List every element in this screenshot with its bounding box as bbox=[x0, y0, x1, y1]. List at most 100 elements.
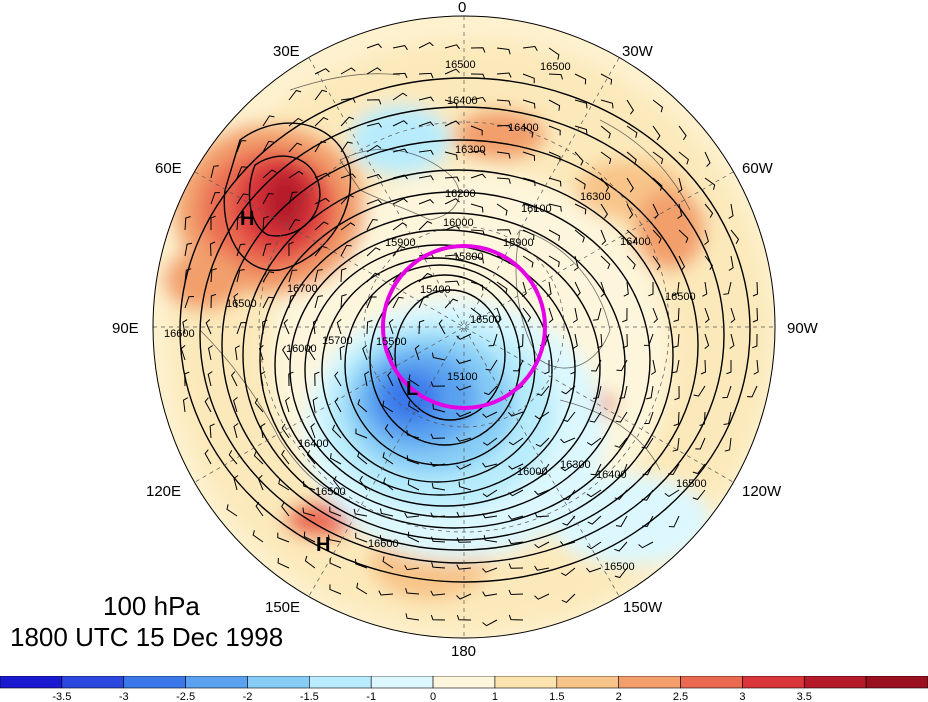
contour-label: 16200 bbox=[445, 188, 476, 200]
lon-label: 120E bbox=[146, 483, 181, 500]
wind-barb bbox=[548, 47, 560, 60]
contour-label: 15700 bbox=[322, 335, 353, 347]
wind-barb bbox=[444, 99, 458, 109]
contour-label: 16500 bbox=[540, 61, 571, 73]
wind-barb bbox=[590, 463, 602, 476]
wind-barb bbox=[355, 558, 368, 569]
wind-barb bbox=[431, 562, 446, 569]
wind-barb bbox=[652, 255, 661, 271]
wind-barb bbox=[614, 567, 628, 579]
colorbar-tick-label: 1.5 bbox=[549, 691, 564, 702]
wind-barb bbox=[384, 424, 394, 439]
wind-barb bbox=[534, 411, 550, 420]
wind-barb bbox=[366, 99, 382, 105]
wind-barb bbox=[677, 203, 683, 219]
wind-barb bbox=[205, 319, 212, 335]
wind-barb bbox=[378, 590, 394, 596]
wind-barb bbox=[652, 125, 661, 141]
wind-barb bbox=[288, 371, 294, 387]
contour-label: 15500 bbox=[376, 336, 407, 348]
wind-barb bbox=[470, 173, 486, 179]
wind-barb bbox=[522, 307, 532, 322]
wind-barb bbox=[626, 203, 634, 219]
wind-barb bbox=[288, 219, 301, 231]
wind-barb bbox=[597, 333, 603, 349]
wind-barb bbox=[231, 371, 238, 387]
wind-barb bbox=[642, 463, 654, 476]
wind-barb bbox=[228, 450, 238, 465]
wind-barb bbox=[562, 411, 576, 422]
colorbar-tick-label: 3 bbox=[739, 691, 745, 702]
wind-barb bbox=[572, 333, 578, 349]
wind-barb bbox=[314, 295, 323, 309]
wind-barb bbox=[626, 151, 637, 165]
wind-barb bbox=[470, 229, 485, 236]
wind-barb bbox=[573, 255, 579, 271]
wind-barb bbox=[357, 399, 368, 413]
wind-barb bbox=[560, 463, 576, 472]
wind-barb bbox=[456, 511, 472, 518]
wind-barb bbox=[210, 293, 217, 309]
wind-barb bbox=[544, 360, 550, 375]
wind-barb bbox=[281, 501, 290, 517]
colorbar-swatch bbox=[123, 676, 186, 689]
wind-barb bbox=[444, 280, 460, 286]
wind-barb bbox=[392, 72, 408, 79]
wind-barb bbox=[340, 244, 352, 257]
lon-label: 120W bbox=[742, 483, 782, 500]
wind-barb bbox=[288, 269, 298, 283]
wind-barb bbox=[314, 245, 328, 257]
wind-barb bbox=[262, 243, 272, 257]
wind-barb bbox=[641, 437, 654, 449]
contour-label: 16500 bbox=[676, 478, 707, 490]
wind-barb bbox=[600, 203, 609, 219]
lon-label: 0 bbox=[458, 0, 466, 16]
wind-barb bbox=[482, 567, 498, 573]
wind-barb bbox=[470, 150, 486, 156]
wind-barb bbox=[652, 99, 664, 113]
wind-barb bbox=[418, 149, 434, 156]
wind-barb bbox=[392, 198, 408, 205]
wind-barb bbox=[668, 515, 680, 528]
wind-barb bbox=[418, 220, 433, 231]
wind-barb bbox=[574, 151, 584, 166]
wind-barb bbox=[392, 148, 408, 154]
wind-barb bbox=[262, 192, 274, 205]
wind-barb bbox=[623, 281, 629, 297]
wind-barb bbox=[574, 229, 585, 243]
wind-barb bbox=[392, 245, 406, 257]
wind-barb bbox=[574, 73, 587, 85]
wind-barb bbox=[522, 177, 536, 187]
wind-barb bbox=[444, 225, 460, 231]
colorbar-swatch bbox=[0, 676, 63, 689]
colorbar-swatch bbox=[61, 676, 125, 689]
colorbar-swatch bbox=[247, 676, 310, 689]
wind-barb bbox=[470, 203, 484, 213]
wind-barb bbox=[408, 400, 420, 413]
wind-barb bbox=[444, 298, 458, 309]
wind-barb bbox=[537, 463, 550, 475]
wind-barb bbox=[695, 437, 706, 450]
wind-barb bbox=[522, 151, 536, 161]
wind-barb bbox=[522, 45, 538, 52]
contour-label: 16400 bbox=[298, 438, 329, 450]
wind-barb bbox=[730, 307, 736, 323]
wind-barb bbox=[548, 255, 560, 268]
wind-barb bbox=[678, 125, 687, 141]
wind-barb bbox=[392, 45, 408, 51]
wind-barb bbox=[329, 453, 342, 465]
wind-barb bbox=[600, 99, 614, 109]
wind-barb bbox=[444, 120, 460, 127]
wind-barb bbox=[753, 359, 759, 375]
wind-barb bbox=[236, 243, 246, 257]
wind-barb bbox=[340, 267, 347, 283]
wind-barb bbox=[456, 564, 472, 570]
wind-barb bbox=[574, 281, 581, 297]
wind-barb bbox=[704, 151, 711, 167]
wind-barb bbox=[406, 455, 420, 465]
wind-barb bbox=[254, 398, 264, 413]
colorbar-tick-label: 3.5 bbox=[797, 691, 812, 702]
wind-barb bbox=[652, 203, 659, 219]
wind-barb bbox=[340, 294, 347, 309]
wind-barb bbox=[314, 197, 330, 205]
